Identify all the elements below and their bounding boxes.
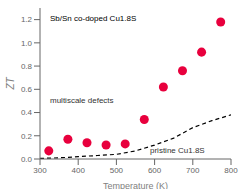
svg-text:400: 400 xyxy=(72,166,86,175)
svg-text:600: 600 xyxy=(148,166,162,175)
svg-text:300: 300 xyxy=(33,166,47,175)
svg-text:0.4: 0.4 xyxy=(21,108,33,117)
html-text:Sb/Sn co-doped Cu1.8S: Sb/Sn co-doped Cu1.8S xyxy=(50,14,137,23)
svg-text:700: 700 xyxy=(186,166,200,175)
svg-text:0.8: 0.8 xyxy=(21,62,33,71)
html-text:multiscale defects: multiscale defects xyxy=(50,96,114,105)
svg-text:ZT: ZT xyxy=(8,77,16,91)
svg-text:0.2: 0.2 xyxy=(21,132,33,141)
svg-text:0.0: 0.0 xyxy=(21,155,33,164)
svg-text:800: 800 xyxy=(224,166,235,175)
svg-text:1.0: 1.0 xyxy=(21,39,33,48)
svg-text:0.6: 0.6 xyxy=(21,85,33,94)
svg-text:500: 500 xyxy=(110,166,124,175)
svg-text:1.2: 1.2 xyxy=(21,15,33,24)
html-text:pristine Cu1.8S: pristine Cu1.8S xyxy=(150,146,205,155)
svg-text:Temperature (K): Temperature (K) xyxy=(103,181,168,189)
